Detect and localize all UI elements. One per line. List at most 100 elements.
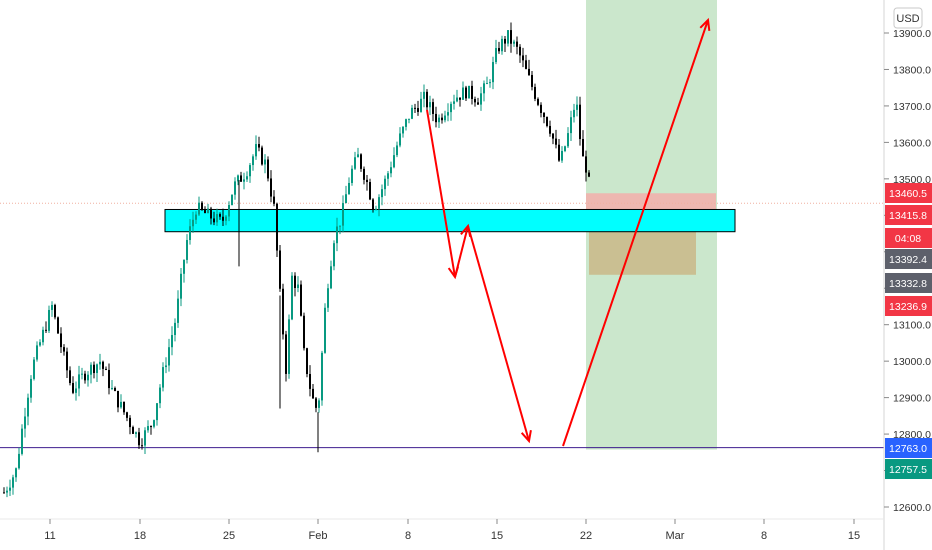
candle-body: [585, 156, 587, 173]
price-badge-label: 13415.8: [889, 210, 927, 222]
candle-body: [432, 102, 434, 114]
candle-body: [477, 102, 479, 105]
candle-body: [582, 139, 584, 157]
candle-body: [273, 196, 275, 204]
candle-body: [81, 373, 83, 375]
arrow-up-target-head: [699, 17, 711, 32]
candle-body: [147, 426, 149, 431]
y-tick-label: 13000.0: [893, 356, 931, 368]
candle-body: [525, 60, 527, 69]
x-tick-label: 11: [44, 530, 55, 542]
price-badges: 13460.5 13415.8 04:08 13392.4 13332.8 13236.9…: [885, 183, 932, 479]
candle-body: [195, 214, 197, 220]
candle-body: [426, 91, 428, 108]
candle-body: [501, 38, 503, 52]
x-tick-label: Feb: [309, 530, 328, 542]
candle-body: [174, 322, 176, 336]
x-tick-label: 18: [134, 530, 146, 542]
candle-body: [117, 390, 119, 408]
candle-body: [420, 98, 422, 112]
candle-body: [255, 144, 257, 157]
candle-body: [168, 347, 170, 366]
candle-body: [102, 361, 104, 369]
candle-body: [15, 468, 17, 478]
price-badge-label: 13332.8: [889, 278, 927, 290]
candle-body: [321, 352, 323, 401]
candle-body: [576, 104, 578, 110]
y-tick-label: 13500.0: [893, 174, 931, 186]
candle-body: [507, 30, 509, 44]
candle-body: [348, 182, 350, 195]
candle-body: [216, 214, 218, 223]
candle-body: [165, 365, 167, 368]
candle-body: [144, 430, 146, 446]
price-badge: [885, 228, 932, 248]
candle-body: [297, 284, 299, 288]
candle-body: [318, 400, 320, 408]
candle-body: [282, 288, 284, 335]
candle-body: [306, 348, 308, 375]
price-badge-label: 13236.9: [889, 301, 927, 313]
candle-body: [438, 117, 440, 123]
candle-body: [126, 412, 128, 418]
candle-body: [21, 428, 23, 454]
candle-body: [285, 334, 287, 374]
candle-body: [483, 83, 485, 94]
candle-body: [510, 30, 512, 44]
candle-body: [177, 298, 179, 323]
candle-body: [105, 368, 107, 370]
candle-body: [93, 364, 95, 374]
candle-body: [66, 351, 68, 371]
candle-body: [549, 125, 551, 134]
candle-body: [123, 401, 125, 413]
candle-body: [459, 97, 461, 100]
candle-body: [249, 165, 251, 177]
candle-body: [387, 173, 389, 179]
candle-body: [63, 347, 65, 352]
arrow-down-2-head: [520, 429, 532, 444]
y-tick-label: 12900.0: [893, 393, 931, 405]
candle-body: [345, 194, 347, 204]
candle-body: [474, 98, 476, 103]
currency-badge[interactable]: [893, 7, 923, 29]
candle-body: [78, 374, 80, 389]
candle-body: [564, 146, 566, 151]
candle-body: [528, 68, 530, 75]
candle-body: [210, 208, 212, 219]
candle-body: [291, 275, 293, 320]
candle-body: [186, 240, 188, 260]
candle-body: [513, 41, 515, 44]
price-badge: [885, 438, 932, 458]
x-tick-label: Mar: [666, 530, 685, 542]
candle-body: [192, 219, 194, 227]
price-badge: [885, 296, 932, 316]
price-badge-label: 13460.5: [889, 188, 927, 200]
candle-body: [219, 214, 221, 217]
price-badge-label: 12757.5: [889, 464, 927, 476]
candle-body: [327, 288, 329, 308]
candle-body: [561, 150, 563, 161]
candle-body: [486, 83, 488, 85]
candle-body: [69, 370, 71, 384]
candle-body: [183, 259, 185, 274]
candle-body: [267, 159, 269, 179]
candle-body: [372, 199, 374, 210]
candle-body: [27, 397, 29, 417]
candle-body: [570, 117, 572, 134]
arrow-up-1: [454, 225, 469, 278]
candle-body: [279, 250, 281, 289]
candle-body: [450, 103, 452, 113]
candle-body: [453, 101, 455, 104]
candle-body: [540, 104, 542, 113]
candle-body: [402, 126, 404, 134]
candle-body: [375, 208, 377, 210]
candle-body: [336, 226, 338, 244]
candle-body: [207, 208, 209, 214]
candle-body: [240, 175, 242, 182]
candle-body: [588, 172, 590, 177]
y-tick-label: 13100.0: [893, 320, 931, 332]
candle-body: [516, 41, 518, 47]
candle-body: [498, 48, 500, 52]
candle-body: [393, 155, 395, 168]
